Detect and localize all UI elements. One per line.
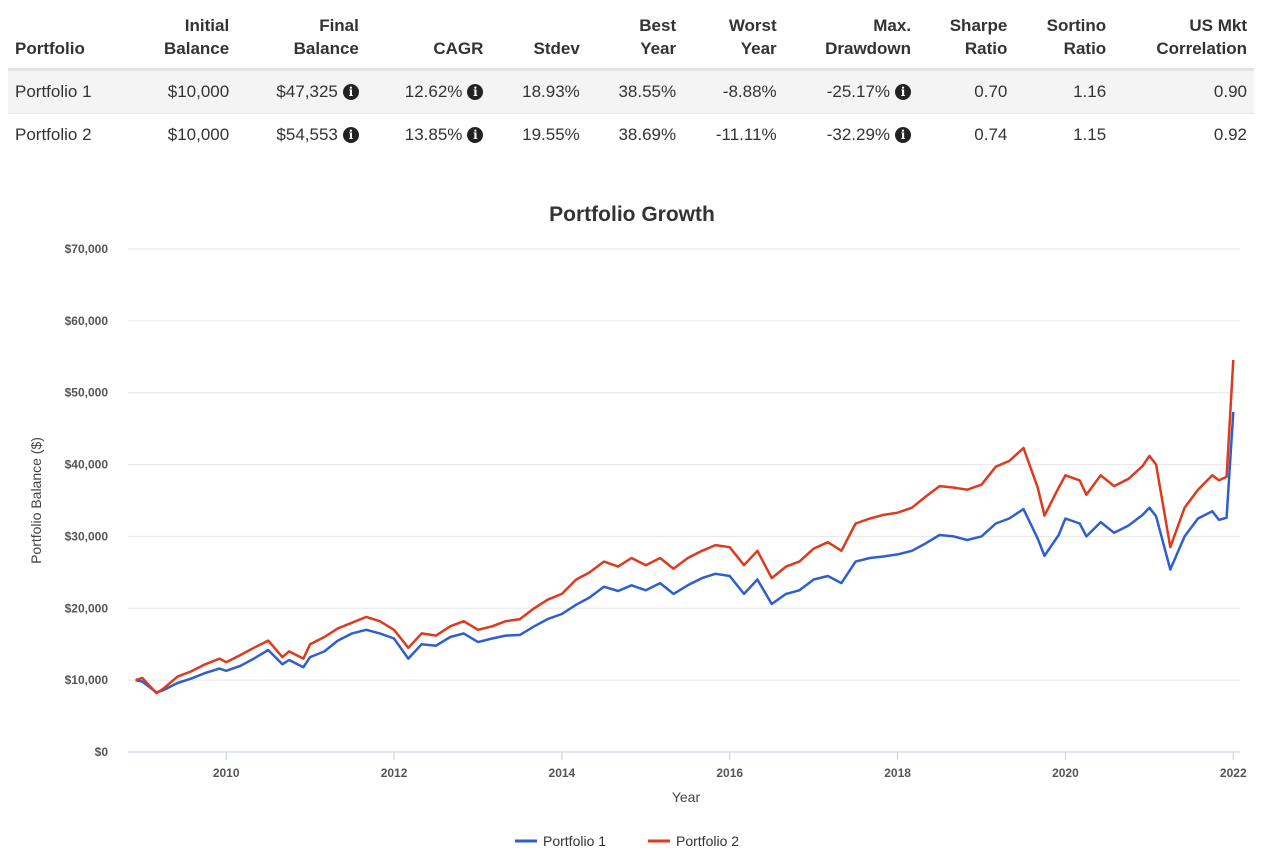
cell-sortino-ratio: 1.16: [1014, 69, 1114, 114]
cell-sharpe-ratio: 0.70: [918, 69, 1015, 114]
col-header-cagr[interactable]: CAGR: [365, 8, 491, 71]
cell-sharpe-ratio: 0.74: [918, 113, 1015, 156]
y-tick-label: $40,000: [65, 458, 109, 472]
y-tick-label: $60,000: [65, 314, 109, 328]
cell-worst-year: -11.11%: [683, 113, 784, 156]
table-row: Portfolio 1 $10,000 $47,325 i 12.62% i 18.…: [8, 69, 1254, 114]
col-header-best-year[interactable]: Best Year: [586, 8, 684, 71]
cell-us-mkt-correlation: 0.90: [1113, 69, 1254, 114]
cell-initial-balance: $10,000: [129, 69, 237, 114]
col-header-sharpe-ratio[interactable]: Sharpe Ratio: [918, 8, 1015, 71]
info-circle-icon[interactable]: i: [895, 84, 912, 100]
cell-cagr: 13.85% i: [365, 113, 491, 156]
portfolio-growth-chart: Portfolio Growth $0 $10,000 $20,000 $30,000…: [28, 203, 1247, 849]
x-axis-label: Year: [672, 789, 701, 805]
cell-max-drawdown: -32.29% i: [783, 113, 919, 156]
cell-stdev: 19.55%: [490, 113, 587, 156]
y-tick-label: $70,000: [65, 242, 109, 256]
cell-us-mkt-correlation: 0.92: [1113, 113, 1254, 156]
x-tick-label: 2018: [884, 766, 911, 780]
cell-best-year: 38.55%: [586, 69, 684, 114]
cell-portfolio: Portfolio 1: [8, 69, 130, 114]
info-circle-icon[interactable]: i: [467, 84, 484, 100]
cell-stdev: 18.93%: [490, 69, 587, 114]
y-tick-label: $20,000: [65, 601, 109, 615]
chart-series-lines: [135, 359, 1235, 695]
x-tick-label: 2010: [213, 766, 240, 780]
y-tick-label: $30,000: [65, 529, 109, 543]
x-tick-label: 2020: [1052, 766, 1079, 780]
x-tick-label: 2012: [381, 766, 408, 780]
info-circle-icon[interactable]: i: [342, 127, 359, 143]
chart-legend: Portfolio 1 Portfolio 2: [515, 833, 739, 849]
info-circle-icon[interactable]: i: [467, 127, 484, 143]
col-header-initial-balance[interactable]: Initial Balance: [129, 8, 237, 71]
cell-portfolio: Portfolio 2: [8, 113, 130, 156]
chart-gridlines: [128, 248, 1240, 753]
cell-initial-balance: $10,000: [129, 113, 237, 156]
x-tick-label: 2014: [549, 766, 576, 780]
y-tick-label: $10,000: [65, 673, 109, 687]
legend-item-label[interactable]: Portfolio 1: [543, 833, 606, 849]
cell-sortino-ratio: 1.15: [1014, 113, 1114, 156]
cell-max-drawdown: -25.17% i: [783, 69, 919, 114]
cell-cagr: 12.62% i: [365, 69, 491, 114]
y-axis-label: Portfolio Balance ($): [28, 437, 44, 564]
cell-worst-year: -8.88%: [683, 69, 784, 114]
col-header-worst-year[interactable]: Worst Year: [683, 8, 784, 71]
x-tick-label: 2016: [716, 766, 743, 780]
series-line-portfolio-2: [135, 359, 1235, 695]
x-tick-label: 2022: [1220, 766, 1247, 780]
y-tick-label: $50,000: [65, 386, 109, 400]
col-header-max-drawdown[interactable]: Max. Drawdown: [783, 8, 919, 71]
series-line-portfolio-1: [135, 411, 1235, 694]
cell-final-balance: $47,325 i: [236, 69, 366, 114]
table-row: Portfolio 2 $10,000 $54,553 i 13.85% i 19.…: [8, 113, 1254, 156]
y-axis-ticks: $0 $10,000 $20,000 $30,000 $40,000 $50,000 $60…: [65, 242, 109, 759]
x-axis-ticks: 2010 2012 2014 2016 2018 2020 2022: [213, 752, 1247, 780]
chart-title: Portfolio Growth: [549, 203, 715, 226]
col-header-us-mkt-correlation[interactable]: US Mkt Correlation: [1113, 8, 1254, 71]
cell-final-balance: $54,553 i: [236, 113, 366, 156]
info-circle-icon[interactable]: i: [342, 84, 359, 100]
col-header-sortino-ratio[interactable]: Sortino Ratio: [1014, 8, 1114, 71]
info-circle-icon[interactable]: i: [895, 127, 912, 143]
cell-best-year: 38.69%: [586, 113, 684, 156]
legend-item-label[interactable]: Portfolio 2: [676, 833, 739, 849]
col-header-stdev[interactable]: Stdev: [490, 8, 587, 71]
table-header-row: Portfolio Initial Balance Final Balance CA…: [8, 8, 1254, 71]
col-header-final-balance[interactable]: Final Balance: [236, 8, 366, 71]
portfolio-metrics-table: Portfolio Initial Balance Final Balance CA…: [8, 8, 1254, 156]
y-tick-label: $0: [95, 745, 109, 759]
col-header-portfolio[interactable]: Portfolio: [8, 8, 130, 71]
